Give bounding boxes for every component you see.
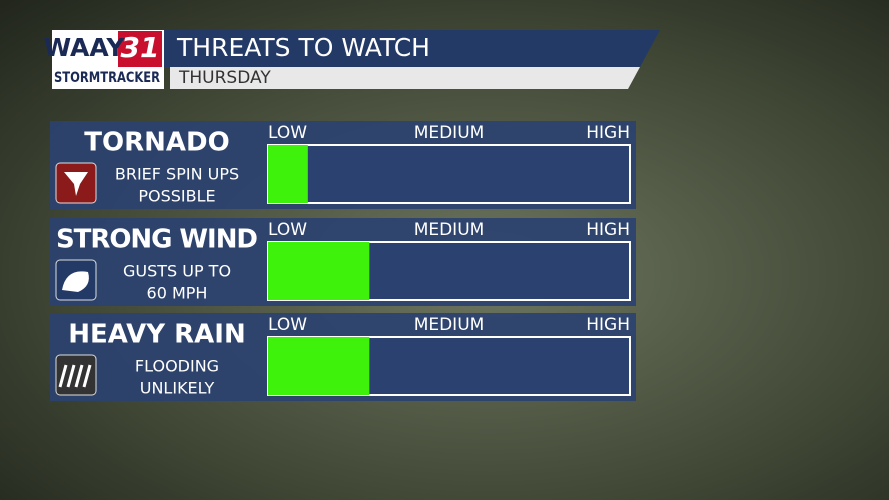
level-label: LOW bbox=[268, 123, 307, 143]
threat-description: GUSTS UP TO bbox=[123, 262, 231, 281]
threat-name: STRONG WIND bbox=[56, 225, 258, 255]
header-bar bbox=[52, 30, 660, 67]
threat-name: HEAVY RAIN bbox=[68, 320, 245, 350]
threat-bar bbox=[268, 145, 308, 203]
level-label: HIGH bbox=[586, 315, 630, 335]
threat-description: UNLIKELY bbox=[140, 379, 215, 398]
level-label: MEDIUM bbox=[414, 123, 485, 143]
threat-bar bbox=[268, 242, 370, 300]
threat-description: 60 MPH bbox=[147, 284, 208, 303]
level-label: HIGH bbox=[586, 220, 630, 240]
level-label: LOW bbox=[268, 315, 307, 335]
level-label: MEDIUM bbox=[414, 220, 485, 240]
threat-name: TORNADO bbox=[84, 128, 229, 158]
logo-red bbox=[118, 31, 162, 67]
icons bbox=[55, 162, 97, 396]
tornado-shape bbox=[64, 172, 88, 196]
subtitle: THURSDAY bbox=[178, 68, 271, 88]
threat-description: FLOODING bbox=[135, 357, 219, 376]
logo-channel: 31 bbox=[121, 31, 160, 64]
level-label: HIGH bbox=[586, 123, 630, 143]
level-label: LOW bbox=[268, 220, 307, 240]
wind-shape bbox=[62, 271, 89, 292]
logo-brand: STORMTRACKER bbox=[54, 70, 160, 86]
bar-track bbox=[267, 144, 631, 204]
threat-bar bbox=[268, 337, 370, 395]
threat-description: BRIEF SPIN UPS bbox=[115, 165, 239, 184]
rain-shape bbox=[58, 364, 92, 388]
subheader-bar bbox=[170, 67, 640, 89]
level-label: MEDIUM bbox=[414, 315, 485, 335]
threat-description: POSSIBLE bbox=[138, 187, 215, 206]
logo-station: WAAY bbox=[44, 33, 126, 62]
title: THREATS TO WATCH bbox=[176, 33, 430, 62]
